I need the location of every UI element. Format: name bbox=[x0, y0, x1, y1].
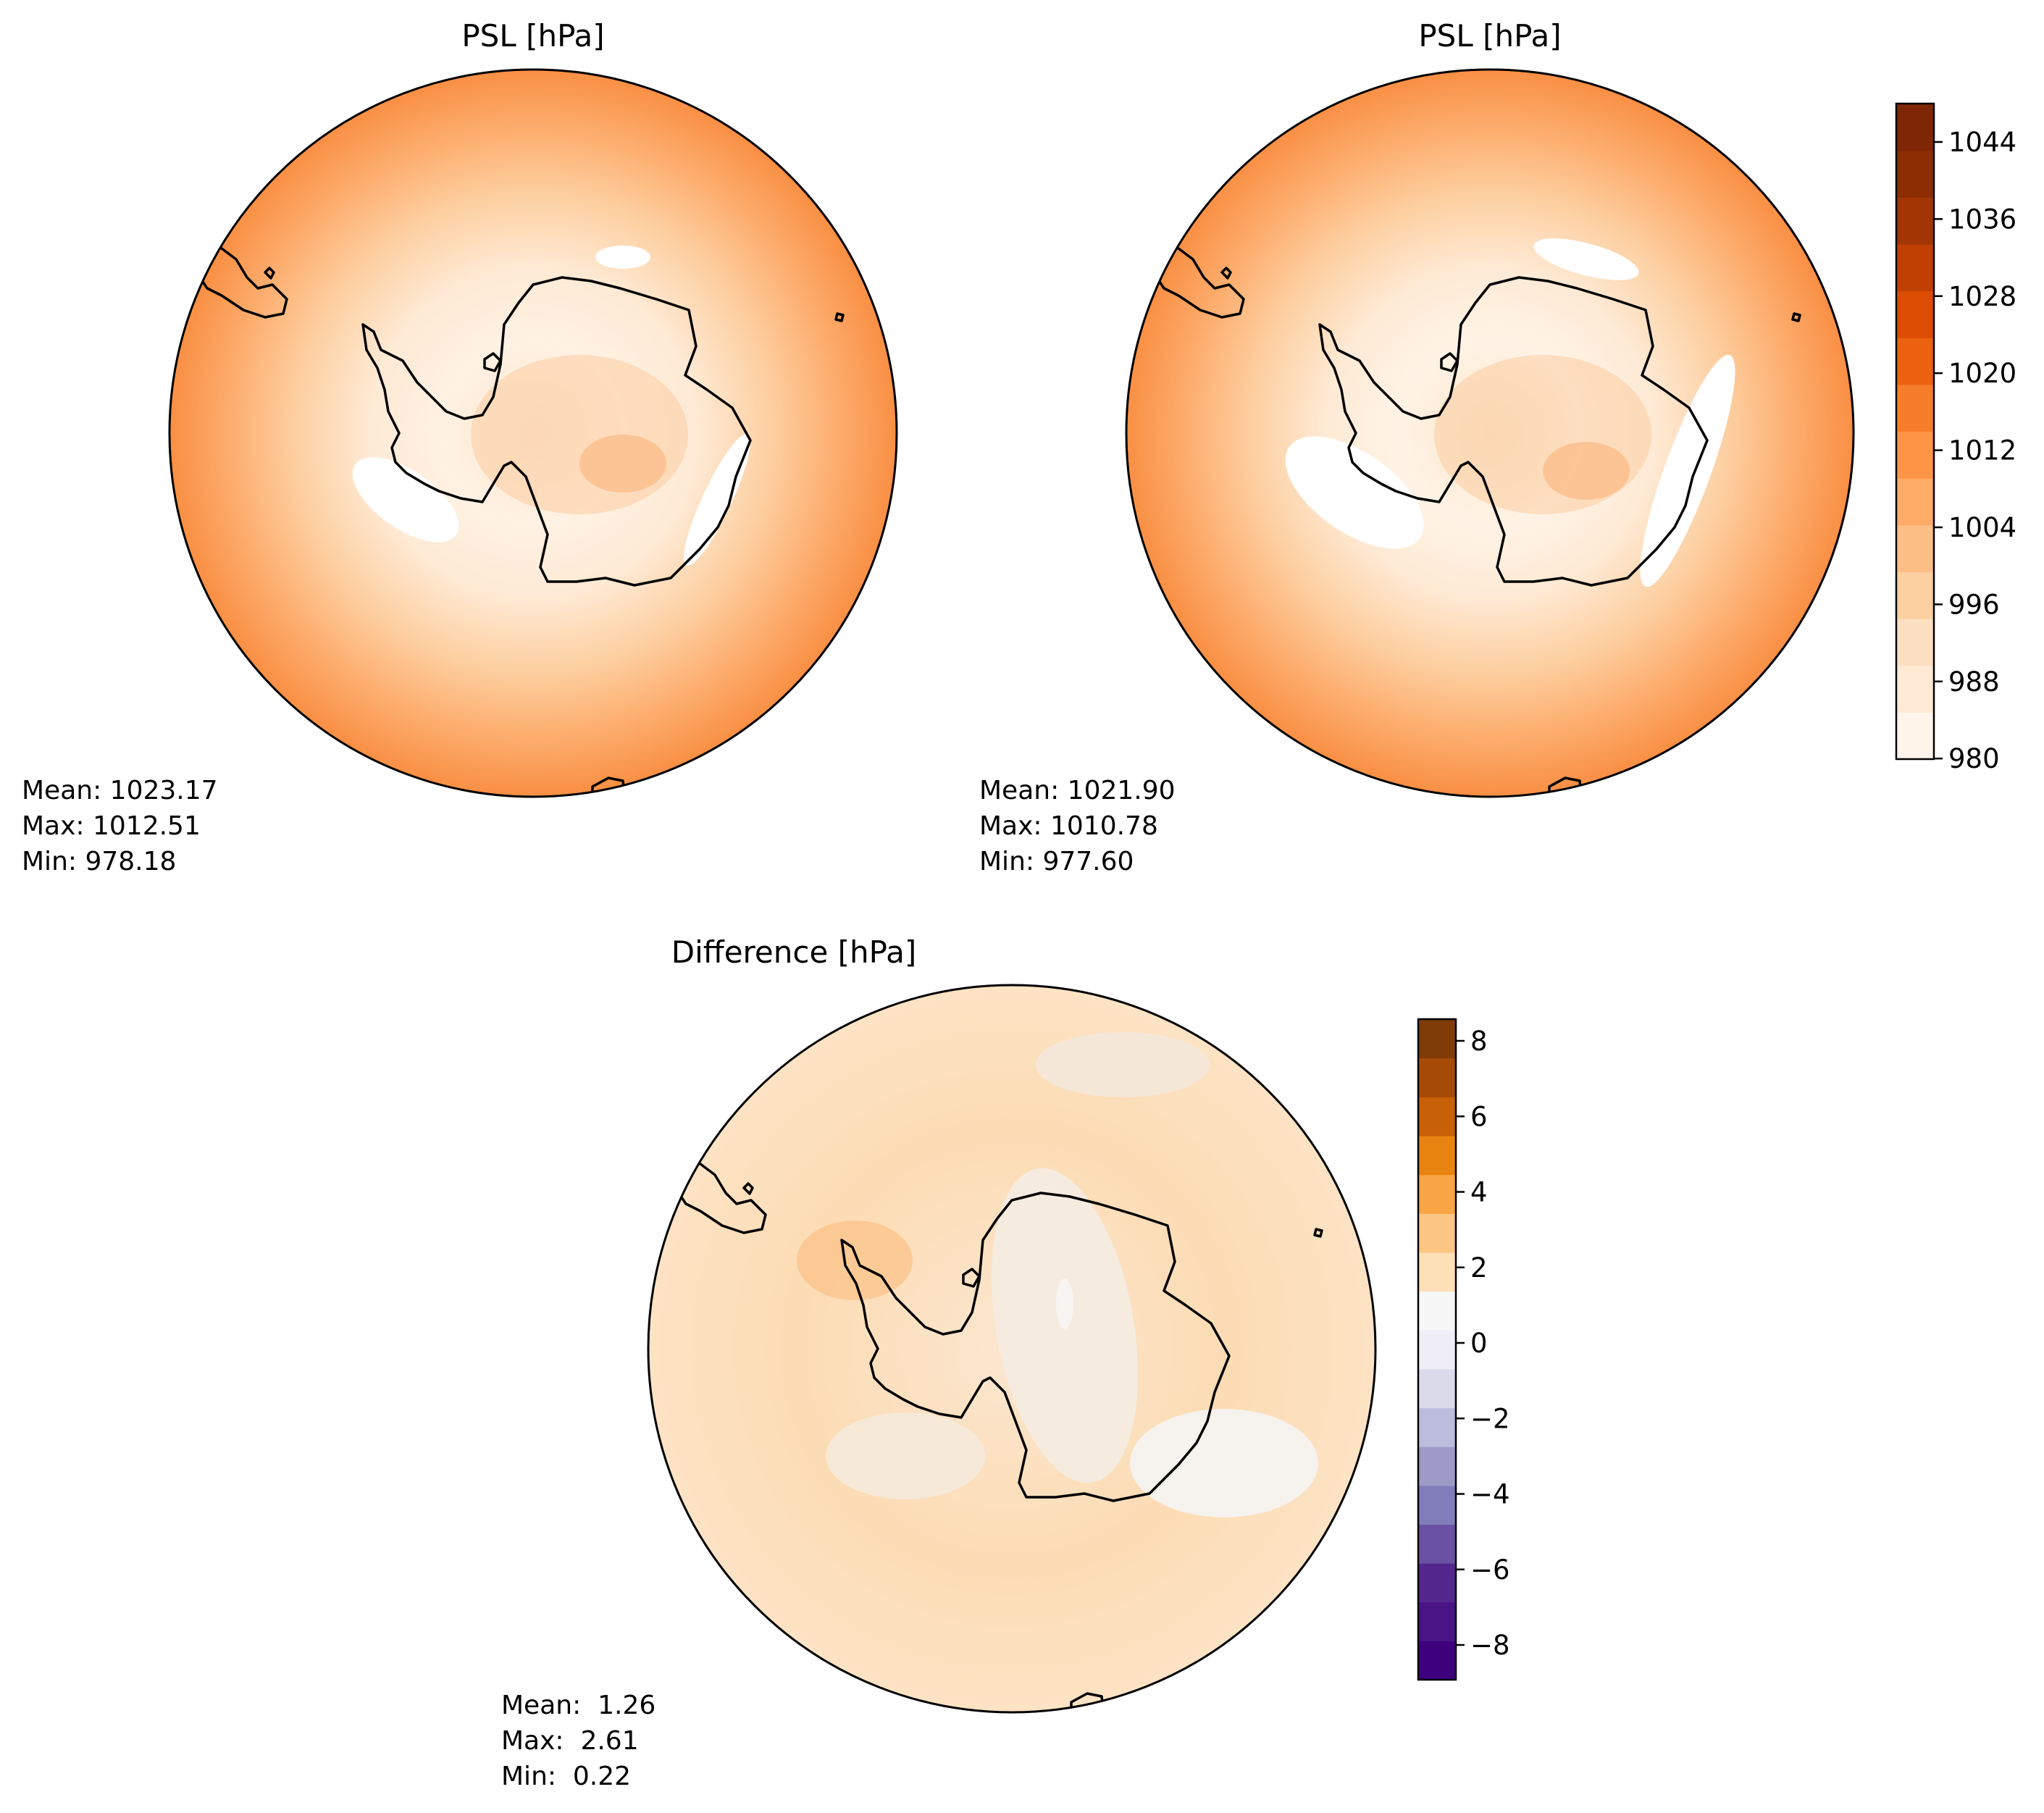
cbar-diff-segment bbox=[1418, 1601, 1456, 1641]
cbar-main-tick-label: 996 bbox=[1948, 589, 2000, 620]
island-outline bbox=[1313, 1228, 1323, 1238]
panel-test: PSL [hPa] Mean: 1023.17 Max: 1012.51 Min… bbox=[22, 18, 898, 876]
cbar-diff-segment bbox=[1418, 1019, 1456, 1059]
cbar-main-tick-label: 1044 bbox=[1948, 127, 2016, 158]
island-outline bbox=[1220, 267, 1232, 280]
cbar-diff-segment bbox=[1418, 1368, 1456, 1409]
island-outline bbox=[483, 352, 502, 372]
cbar-diff-segment bbox=[1418, 1563, 1456, 1603]
cbar-diff-segment bbox=[1418, 1252, 1456, 1292]
island-outline bbox=[742, 1182, 754, 1195]
cbar-main-tick-label: 1004 bbox=[1948, 512, 2016, 543]
cbar-main-segment bbox=[1896, 524, 1934, 573]
cbar-main-segment bbox=[1896, 150, 1934, 198]
cbar-main-tick-label: 1028 bbox=[1948, 281, 2016, 312]
cbar-diff-tick-label: 6 bbox=[1470, 1101, 1488, 1132]
cbar-main-tick-label: 1012 bbox=[1948, 435, 2016, 466]
panel-difference-boundary bbox=[647, 984, 1377, 1714]
cbar-diff-segment bbox=[1418, 1174, 1456, 1214]
cbar-main-tick-label: 988 bbox=[1948, 666, 2000, 698]
panel-reference-map bbox=[1126, 70, 1854, 797]
cbar-main-segment bbox=[1896, 384, 1934, 432]
cbar-diff-segment bbox=[1418, 1524, 1456, 1564]
cbar-main-segment bbox=[1896, 431, 1934, 479]
panel-test-title: PSL [hPa] bbox=[461, 18, 604, 54]
panel-test-boundary bbox=[168, 68, 898, 798]
cbar-diff-tick-label: 0 bbox=[1470, 1328, 1488, 1359]
cbar-diff-segment bbox=[1418, 1291, 1456, 1331]
main-colorbar: 1044 1036 1028 1020 1012 1004 996 988 980 bbox=[1895, 102, 2016, 774]
cbar-diff-tick-label: −4 bbox=[1470, 1479, 1510, 1510]
cbar-main-segment bbox=[1896, 197, 1934, 245]
panel-test-map bbox=[169, 70, 897, 797]
panel-difference-min: Min: 0.22 bbox=[501, 1762, 631, 1791]
cbar-diff-tick-label: −6 bbox=[1470, 1554, 1510, 1586]
cbar-main-segment bbox=[1896, 712, 1934, 760]
cbar-main-segment bbox=[1896, 478, 1934, 526]
cbar-diff-segment bbox=[1418, 1058, 1456, 1097]
cbar-main-segment bbox=[1896, 290, 1934, 338]
cbar-diff-tick-label: 8 bbox=[1470, 1026, 1488, 1057]
cbar-main-segment bbox=[1896, 104, 1934, 151]
panel-reference-boundary bbox=[1125, 68, 1855, 798]
panel-test-min: Min: 978.18 bbox=[22, 847, 176, 876]
panel-reference-mean: Mean: 1021.90 bbox=[979, 776, 1176, 805]
panel-reference-max: Max: 1010.78 bbox=[979, 811, 1158, 841]
cbar-diff-tick-label: −2 bbox=[1470, 1403, 1510, 1434]
cbar-diff-segment bbox=[1418, 1485, 1456, 1525]
panel-reference: PSL [hPa] Mean: 1021.90 Max: 1010.78 Min… bbox=[979, 18, 1855, 876]
panel-difference-map bbox=[648, 985, 1375, 1712]
island-outline bbox=[834, 312, 845, 322]
cbar-diff-segment bbox=[1418, 1641, 1456, 1680]
cbar-main-tick-label: 980 bbox=[1948, 743, 2000, 774]
panel-reference-min: Min: 977.60 bbox=[979, 847, 1134, 876]
cbar-main-tick-label: 1020 bbox=[1948, 358, 2016, 389]
cbar-diff-segment bbox=[1418, 1330, 1456, 1370]
island-outline bbox=[1791, 312, 1801, 322]
cbar-diff-tick-label: 2 bbox=[1470, 1252, 1488, 1284]
cbar-diff-segment bbox=[1418, 1446, 1456, 1486]
cbar-main-segment bbox=[1896, 338, 1934, 385]
cbar-main-segment bbox=[1896, 665, 1934, 713]
panel-difference-mean: Mean: 1.26 bbox=[501, 1691, 655, 1720]
cbar-diff-segment bbox=[1418, 1135, 1456, 1176]
panel-difference-title: Difference [hPa] bbox=[671, 934, 916, 970]
panel-difference: Difference [hPa] Mean: 1.26 Max: 2.61 Mi… bbox=[501, 934, 1377, 1791]
cbar-diff-segment bbox=[1418, 1407, 1456, 1447]
island-outline bbox=[1440, 352, 1459, 372]
difference-colorbar: 8 6 4 2 0 −2 −4 −6 −8 bbox=[1417, 1018, 1510, 1681]
cbar-diff-tick-label: 4 bbox=[1470, 1177, 1488, 1208]
cbar-diff-segment bbox=[1418, 1097, 1456, 1136]
cbar-main-segment bbox=[1896, 619, 1934, 666]
cbar-main-segment bbox=[1896, 243, 1934, 292]
panel-reference-title: PSL [hPa] bbox=[1418, 18, 1561, 54]
panel-test-max: Max: 1012.51 bbox=[22, 811, 201, 841]
panel-test-mean: Mean: 1023.17 bbox=[22, 776, 218, 805]
panel-difference-max: Max: 2.61 bbox=[501, 1726, 639, 1756]
main-colorbar-frame bbox=[1895, 102, 1935, 761]
cbar-main-segment bbox=[1896, 571, 1934, 619]
difference-colorbar-frame bbox=[1417, 1018, 1457, 1681]
cbar-diff-segment bbox=[1418, 1213, 1456, 1253]
cbar-diff-tick-label: −8 bbox=[1470, 1630, 1510, 1661]
cbar-main-tick-label: 1036 bbox=[1948, 204, 2016, 235]
island-outline bbox=[264, 267, 275, 280]
island-outline bbox=[962, 1268, 981, 1288]
